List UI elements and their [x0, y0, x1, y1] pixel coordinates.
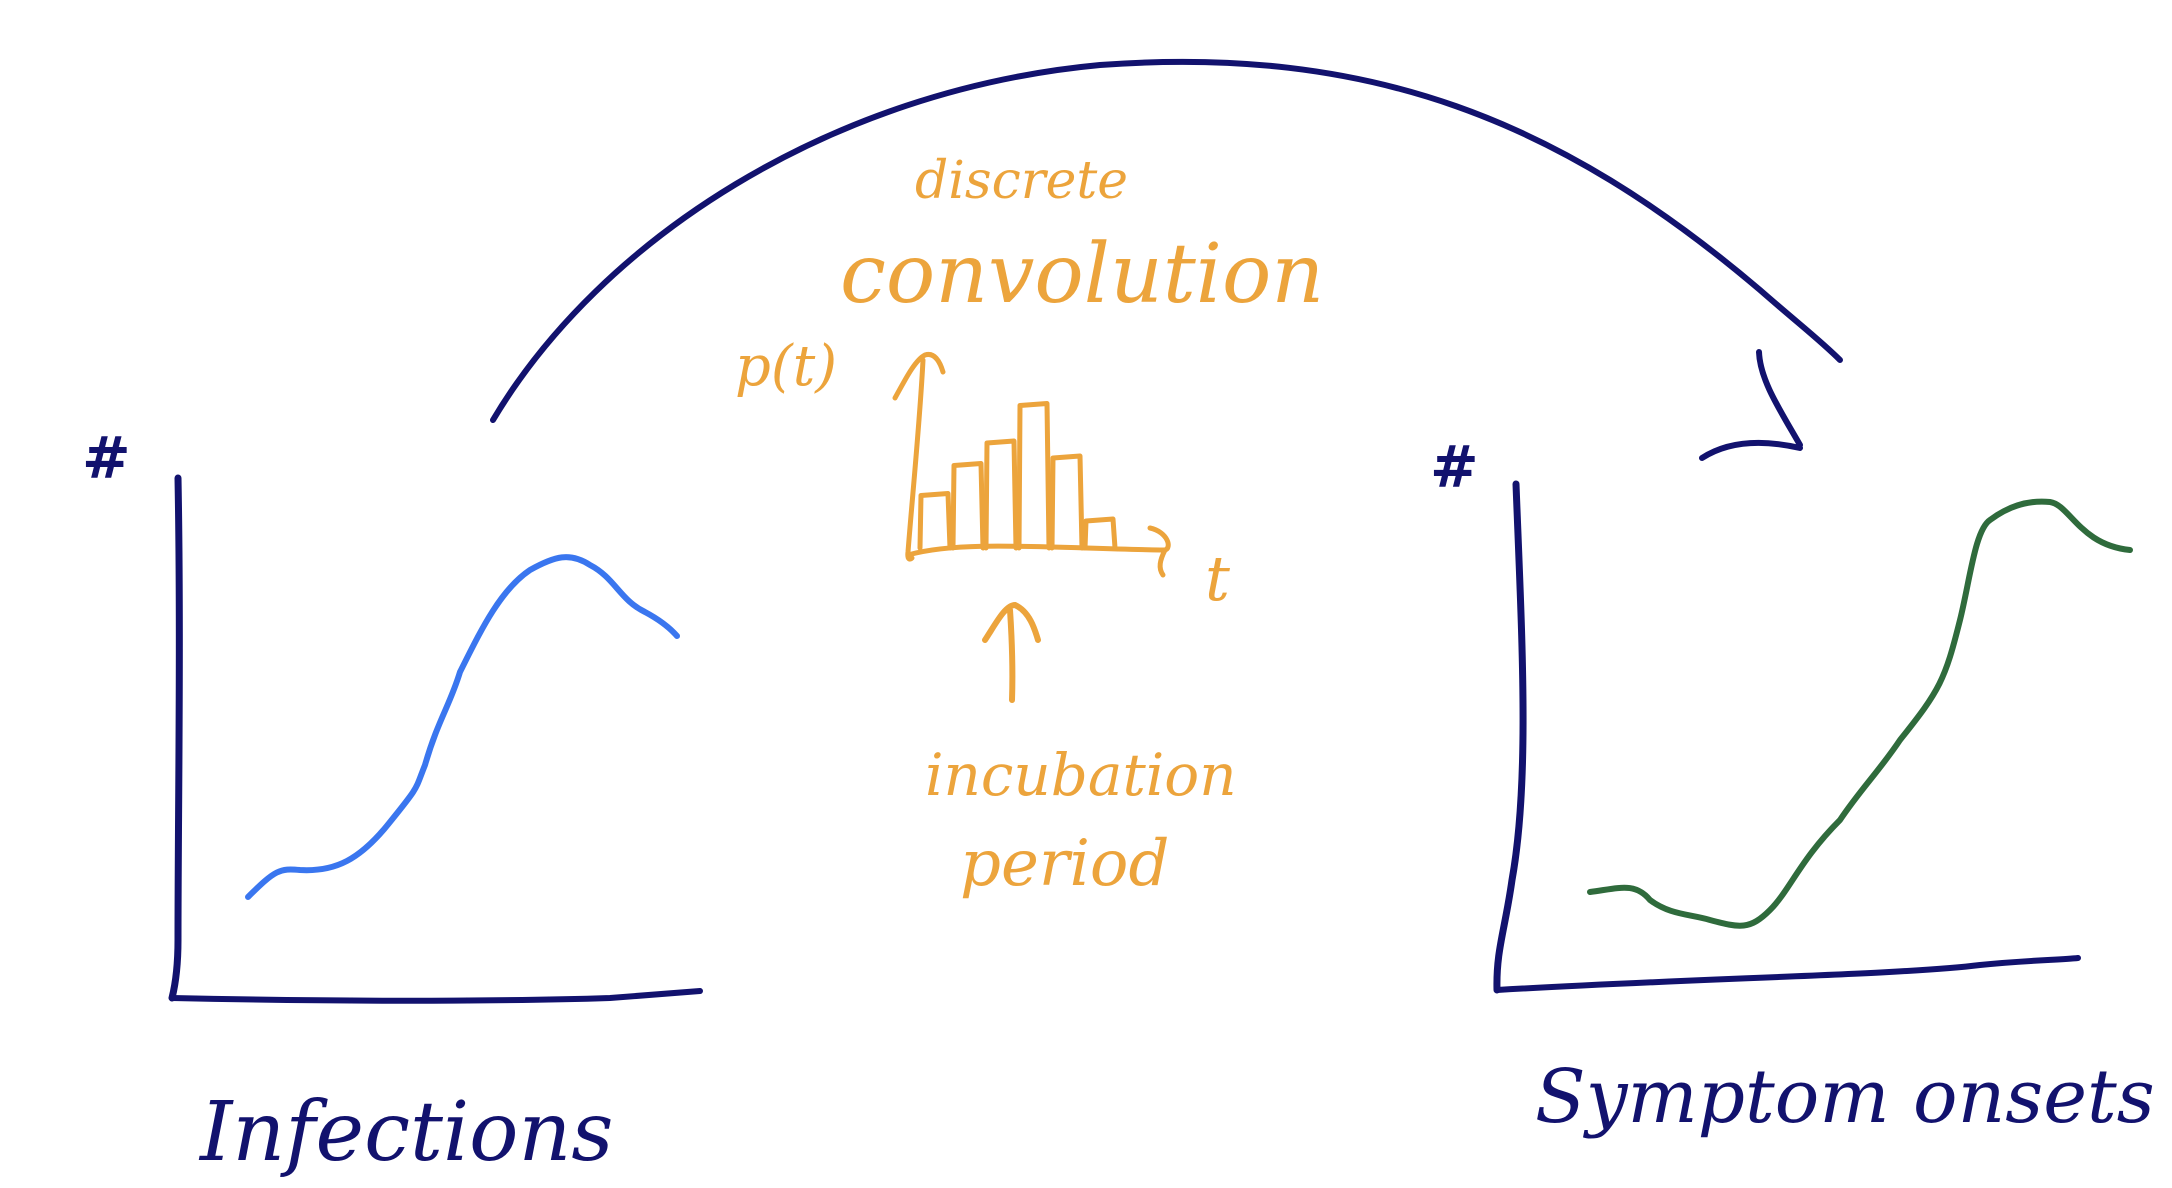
pmf-x-axis-label: t: [1205, 542, 1230, 615]
histogram-bar: [1049, 453, 1085, 551]
infections-curve: [245, 554, 680, 900]
caption-incubation: incubation: [925, 741, 1237, 809]
histogram-bar: [1016, 401, 1052, 551]
onsets-y-axis-symbol: #: [1430, 433, 1479, 501]
histogram-bar: [983, 438, 1019, 551]
arc-arrow-head: [1699, 349, 1803, 461]
convolution-arrow: [490, 58, 1843, 461]
infections-label: Infections: [198, 1085, 613, 1180]
infections-y-axis: [168, 474, 183, 1002]
infections-panel: # Infections: [82, 424, 703, 1180]
pmf-x-axis-arrowhead: [1147, 525, 1171, 578]
histogram-bar: [1082, 516, 1118, 551]
onsets-curve: [1587, 498, 2133, 929]
pmf-y-axis: [905, 357, 926, 562]
pmf-y-axis-arrowhead: [892, 351, 946, 401]
incubation-pmf-histogram: [917, 401, 1118, 551]
onsets-x-axis: [1494, 955, 2081, 993]
arc-arrow-shaft: [490, 58, 1843, 423]
histogram-bar: [950, 461, 986, 551]
onsets-y-axis: [1493, 480, 1527, 994]
pmf-x-axis: [905, 543, 1168, 558]
caption-period: period: [960, 827, 1169, 901]
onsets-label: Symptom onsets: [1535, 1054, 2155, 1140]
histogram-bar: [917, 491, 953, 551]
symptom-onsets-panel: # Symptom onsets: [1430, 433, 2155, 1140]
convolution-explainer: discrete convolution p(t) t incubation p…: [735, 151, 1324, 901]
caption-pointer-arrow: [982, 601, 1041, 703]
heading-discrete: discrete: [915, 151, 1128, 211]
pmf-y-axis-label: p(t): [735, 334, 837, 399]
infections-y-axis-symbol: #: [82, 424, 131, 492]
infections-x-axis: [169, 988, 703, 1004]
heading-convolution: convolution: [840, 227, 1324, 322]
